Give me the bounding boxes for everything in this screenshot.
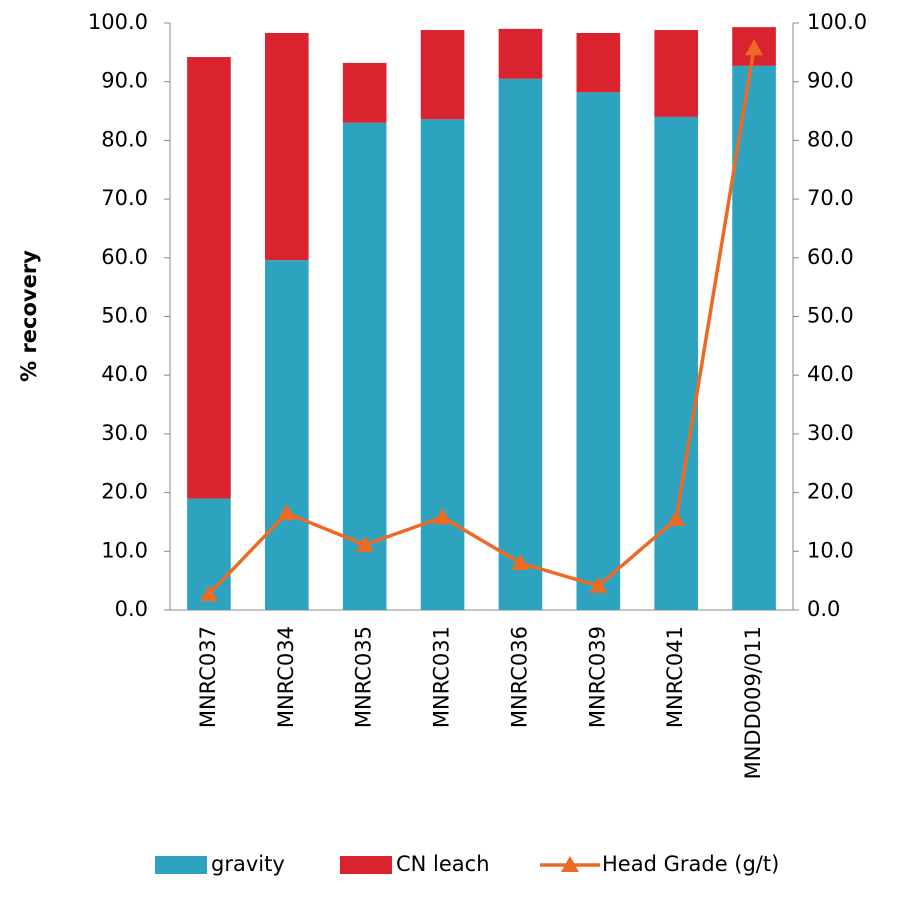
y2-tick-label: 0.0	[807, 597, 840, 621]
line-marker	[355, 535, 374, 552]
x-tick-label: MNRC035	[352, 626, 376, 728]
y-tick-label: 30.0	[101, 421, 148, 445]
x-tick-label: MNRC037	[196, 626, 220, 728]
bar	[265, 32, 309, 261]
line-marker	[511, 554, 530, 571]
bar	[498, 28, 543, 79]
line-marker	[745, 39, 764, 56]
y-tick-label: 50.0	[101, 304, 148, 328]
line-marker	[589, 576, 608, 593]
x-tick-label: MNRC034	[274, 626, 298, 728]
legend-label: CN leach	[396, 852, 490, 876]
y2-tick-label: 30.0	[807, 421, 854, 445]
line-marker	[277, 504, 296, 521]
y2-tick-label: 20.0	[807, 480, 854, 504]
y2-tick-label: 50.0	[807, 304, 854, 328]
legend-swatch	[155, 856, 207, 874]
y-axis-label: % recovery	[17, 250, 41, 382]
line-marker	[667, 510, 686, 527]
line	[207, 47, 756, 596]
y2-tick-label: 100.0	[807, 10, 867, 34]
x-tick-label: MNRC039	[585, 626, 609, 728]
bar	[265, 260, 309, 610]
x-tick-label: MNRC041	[663, 626, 687, 728]
x-tick-label: MNDD009/011	[741, 626, 765, 779]
y-tick-label: 10.0	[101, 538, 148, 562]
y2-tick-label: 60.0	[807, 245, 854, 269]
bar	[498, 78, 543, 610]
y-tick-label: 70.0	[101, 186, 148, 210]
bar	[576, 32, 621, 93]
legend-swatch	[340, 856, 392, 874]
legend-label: Head Grade (g/t)	[602, 852, 779, 876]
y-tick-label: 20.0	[101, 480, 148, 504]
x-tick-label: MNRC036	[507, 626, 531, 728]
bar	[342, 122, 387, 610]
line-marker	[199, 585, 218, 602]
y-tick-label: 0.0	[115, 597, 148, 621]
y2-tick-label: 70.0	[807, 186, 854, 210]
bar	[342, 62, 387, 123]
y2-tick-label: 90.0	[807, 69, 854, 93]
y2-tick-label: 40.0	[807, 362, 854, 386]
bar	[420, 119, 465, 610]
bar	[732, 65, 776, 610]
y-tick-label: 60.0	[101, 245, 148, 269]
line-marker	[433, 508, 452, 525]
y-tick-label: 90.0	[101, 69, 148, 93]
bar	[187, 57, 231, 499]
y2-tick-label: 10.0	[807, 538, 854, 562]
y2-tick-label: 80.0	[807, 127, 854, 151]
x-tick-label: MNRC031	[430, 626, 454, 728]
bar	[420, 30, 465, 120]
y-tick-label: 80.0	[101, 127, 148, 151]
legend-label: gravity	[211, 852, 285, 876]
y-tick-label: 40.0	[101, 362, 148, 386]
bar	[654, 30, 698, 117]
y-tick-label: 100.0	[88, 10, 148, 34]
bar	[654, 116, 698, 611]
bar	[576, 92, 621, 611]
legend-swatch	[561, 856, 579, 872]
